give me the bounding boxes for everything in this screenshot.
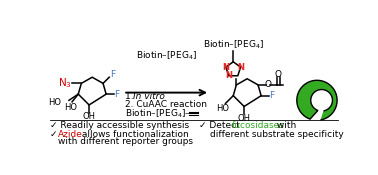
Text: HO: HO [48,98,61,107]
Text: F: F [115,90,119,99]
Text: N$_3$: N$_3$ [58,76,72,90]
Text: ✓ Detect: ✓ Detect [199,121,243,130]
Text: ✓ Readily accessible synthesis: ✓ Readily accessible synthesis [50,121,189,130]
Text: ✓: ✓ [50,130,61,139]
Text: HO: HO [216,103,229,113]
Text: In vitro: In vitro [133,92,165,101]
Text: different substrate specificity: different substrate specificity [210,130,344,139]
Text: 2. CuAAC reaction: 2. CuAAC reaction [125,100,207,109]
Text: with: with [274,121,296,130]
Text: 1.: 1. [125,92,136,101]
Text: O: O [265,80,272,89]
Text: O: O [275,70,282,79]
Text: N: N [225,71,232,80]
Text: Azide: Azide [58,130,83,139]
Text: with different reporter groups: with different reporter groups [58,137,193,146]
Text: Biotin–[PEG$_4$]—: Biotin–[PEG$_4$]— [125,107,195,120]
Text: fucosidases: fucosidases [232,121,285,130]
Text: OH: OH [238,114,251,122]
Text: C: C [233,61,234,62]
Text: Biotin–[PEG$_4$]: Biotin–[PEG$_4$] [203,39,264,51]
Text: allows functionalization: allows functionalization [79,130,189,139]
Text: F: F [270,91,274,100]
PathPatch shape [297,80,337,120]
Text: F: F [110,70,115,79]
Text: N: N [222,63,229,72]
Text: Biotin–[PEG$_4$]: Biotin–[PEG$_4$] [136,49,197,62]
Text: N: N [237,63,244,72]
Text: OH: OH [83,112,96,121]
Text: HO: HO [64,103,77,112]
